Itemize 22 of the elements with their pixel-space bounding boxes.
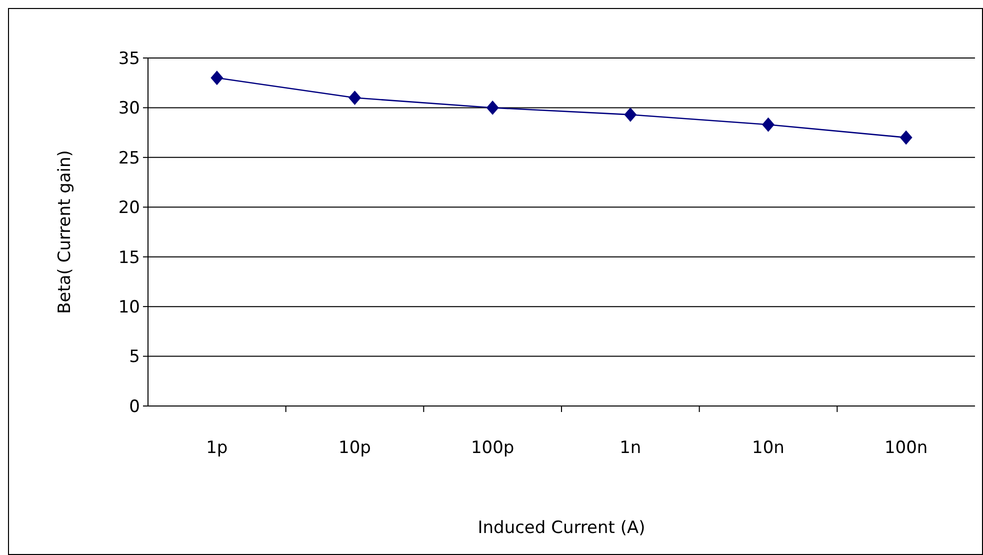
y-tick-label: 5 <box>129 347 140 368</box>
y-tick-label: 30 <box>118 98 140 119</box>
x-tick-label: 10p <box>338 438 371 458</box>
y-tick-label: 25 <box>118 148 140 168</box>
y-tick-label: 0 <box>129 396 140 417</box>
point <box>624 107 637 122</box>
point <box>900 130 912 145</box>
y-tick-label: 10 <box>118 298 140 318</box>
y-tick-label: 20 <box>118 198 140 218</box>
y-tick-label: 35 <box>118 48 140 69</box>
point <box>486 100 499 115</box>
point <box>348 90 361 105</box>
y-axis-title: Beta( Current gain) <box>55 150 75 314</box>
x-tick-label: 1p <box>206 438 228 458</box>
x-tick-label: 10n <box>752 438 784 458</box>
x-tick-label: 100p <box>470 438 514 458</box>
point <box>762 117 774 132</box>
y-tick-label: 15 <box>118 248 140 268</box>
x-tick-label: 1n <box>620 438 642 458</box>
x-tick-label: 100n <box>884 438 928 458</box>
x-axis-title: Induced Current (A) <box>478 518 646 538</box>
point <box>210 70 224 86</box>
